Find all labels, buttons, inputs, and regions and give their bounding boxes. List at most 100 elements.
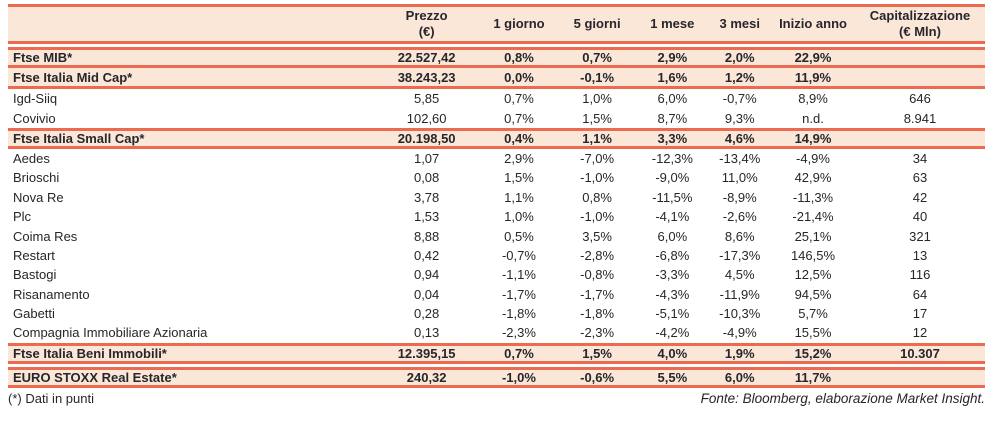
cell-value: 42,9% xyxy=(794,170,832,186)
column-header: 1 mese xyxy=(636,7,708,41)
index-row: Ftse Italia Mid Cap* 38.243,23 0,0% -0,1% 1,… xyxy=(8,68,985,89)
cell-value: -0,8% xyxy=(580,267,615,283)
cell-value: 1,5% xyxy=(582,345,612,361)
cell-value: -1,0% xyxy=(580,209,615,225)
cell-value: 40 xyxy=(912,209,928,225)
source-note: Fonte: Bloomberg, elaborazione Market In… xyxy=(700,390,985,406)
cell-value: -2,8% xyxy=(580,247,615,263)
cell-name: Coima Res xyxy=(13,228,78,244)
cell-value: -10,3% xyxy=(719,306,761,322)
cell-name: Brioschi xyxy=(13,170,60,186)
column-header-line2: (€ Mln) xyxy=(899,24,941,39)
cell-value: 25,1% xyxy=(794,228,832,244)
column-header: Inizio anno xyxy=(771,7,855,41)
cell-value: 0,7% xyxy=(582,50,612,65)
cell-value: -1,1% xyxy=(501,267,536,283)
table-row: Igd-Siiq 5,85 0,7% 1,0% 6,0% -0,7% 8,9% 646 xyxy=(8,89,985,108)
cell-value: -4,2% xyxy=(655,325,690,341)
column-header-line1: 1 giorno xyxy=(493,16,545,31)
cell-value: 6,0% xyxy=(657,91,688,107)
cell-value: 20.198,50 xyxy=(397,130,456,146)
cell-value: 0,7% xyxy=(504,110,534,126)
cell-value: 17 xyxy=(912,306,928,322)
cell-value: 5,85 xyxy=(413,91,440,107)
table-row: Coima Res 8,88 0,5% 3,5% 6,0% 8,6% 25,1% 321 xyxy=(8,226,985,245)
cell-name: Ftse Italia Mid Cap* xyxy=(13,69,133,85)
cell-value: 1,9% xyxy=(724,345,755,361)
cell-value: -0,6% xyxy=(580,369,615,385)
cell-value: 240,32 xyxy=(406,369,447,385)
cell-value: -4,3% xyxy=(655,286,690,302)
cell-value: 9,3% xyxy=(724,110,755,126)
cell-value: 0,28 xyxy=(413,306,440,322)
cell-value: 11,9% xyxy=(794,69,832,85)
table-row: Brioschi 0,08 1,5% -1,0% -9,0% 11,0% 42,9% 63 xyxy=(8,168,985,187)
cell-value: -13,4% xyxy=(719,150,761,166)
index-row: EURO STOXX Real Estate* 240,32 -1,0% -0,6% 5… xyxy=(8,366,985,388)
cell-name: Plc xyxy=(13,209,32,225)
cell-value: -6,8% xyxy=(655,247,690,263)
index-row: Ftse MIB* 22.527,42 0,8% 0,7% 2,9% 2,0% 22,9% xyxy=(8,47,985,68)
cell-name: Compagnia Immobiliare Azionaria xyxy=(13,325,208,341)
column-header-line1: 5 giorni xyxy=(573,16,621,31)
cell-value: 11,7% xyxy=(794,369,832,385)
cell-value: 0,94 xyxy=(413,267,440,283)
cell-name: Bastogi xyxy=(13,267,57,283)
cell-value: 1,0% xyxy=(582,91,612,107)
cell-value: -1,0% xyxy=(501,369,536,385)
cell-value: 42 xyxy=(912,189,928,205)
cell-value: 12.395,15 xyxy=(397,345,456,361)
column-header-line1: Inizio anno xyxy=(779,16,847,31)
cell-value: 0,08 xyxy=(413,170,440,186)
cell-value: 22.527,42 xyxy=(397,50,456,65)
cell-value: -3,3% xyxy=(655,267,690,283)
table-row: Restart 0,42 -0,7% -2,8% -6,8% -17,3% 146,5% 13 xyxy=(8,246,985,265)
cell-name: Ftse Italia Beni Immobili* xyxy=(13,345,167,361)
cell-value: 8,88 xyxy=(413,228,440,244)
cell-value: -5,1% xyxy=(655,306,690,322)
cell-value: 1,2% xyxy=(724,69,755,85)
cell-value: -8,9% xyxy=(722,189,757,205)
cell-value: -11,3% xyxy=(792,189,834,205)
cell-value: 5,5% xyxy=(657,369,688,385)
cell-value: 6,0% xyxy=(724,369,755,385)
column-header: 5 giorni xyxy=(558,7,636,41)
cell-value: 5,7% xyxy=(798,306,828,322)
cell-value: -9,0% xyxy=(655,170,690,186)
cell-value: -2,6% xyxy=(722,209,757,225)
cell-value: -12,3% xyxy=(651,150,693,166)
cell-value: 4,6% xyxy=(724,130,755,146)
cell-name: Nova Re xyxy=(13,189,64,205)
cell-value: 11,0% xyxy=(721,170,758,186)
cell-value: -0,7% xyxy=(501,247,536,263)
cell-value: 1,07 xyxy=(413,150,440,166)
cell-value: 0,7% xyxy=(504,345,534,361)
column-header: 1 giorno xyxy=(480,7,558,41)
cell-name: Gabetti xyxy=(13,306,55,322)
cell-value: -2,3% xyxy=(580,325,615,341)
column-header: Prezzo (€) xyxy=(373,7,479,41)
report-page: Prezzo (€) 1 giorno 5 giorni 1 mese 3 mesi Ini… xyxy=(8,4,985,406)
column-header-line2: (€) xyxy=(418,24,435,39)
cell-value: 94,5% xyxy=(794,286,832,302)
cell-value: 1,0% xyxy=(504,209,534,225)
cell-value: 12,5% xyxy=(794,267,832,283)
cell-value: 116 xyxy=(909,267,931,283)
table-row: Covivio 102,60 0,7% 1,5% 8,7% 9,3% n.d. 8.941 xyxy=(8,108,985,127)
cell-value: -1,8% xyxy=(501,306,536,322)
cell-value: -17,3% xyxy=(719,247,761,263)
index-row: Ftse Italia Beni Immobili* 12.395,15 0,7% 1… xyxy=(8,342,985,364)
cell-value: 4,5% xyxy=(724,267,755,283)
footnote: (*) Dati in punti xyxy=(8,390,94,406)
cell-value: -2,3% xyxy=(501,325,536,341)
cell-name: Aedes xyxy=(13,150,50,166)
column-header: Capitalizzazione (€ Mln) xyxy=(855,7,985,41)
cell-name: Igd-Siiq xyxy=(13,91,58,107)
cell-value: 1,5% xyxy=(582,110,612,126)
cell-value: 13 xyxy=(912,247,928,263)
cell-value: -11,5% xyxy=(652,189,693,205)
cell-value: 0,8% xyxy=(582,189,612,205)
cell-value: 64 xyxy=(912,286,928,302)
column-header-line1: Prezzo xyxy=(405,8,448,23)
cell-value: 12 xyxy=(912,325,928,341)
